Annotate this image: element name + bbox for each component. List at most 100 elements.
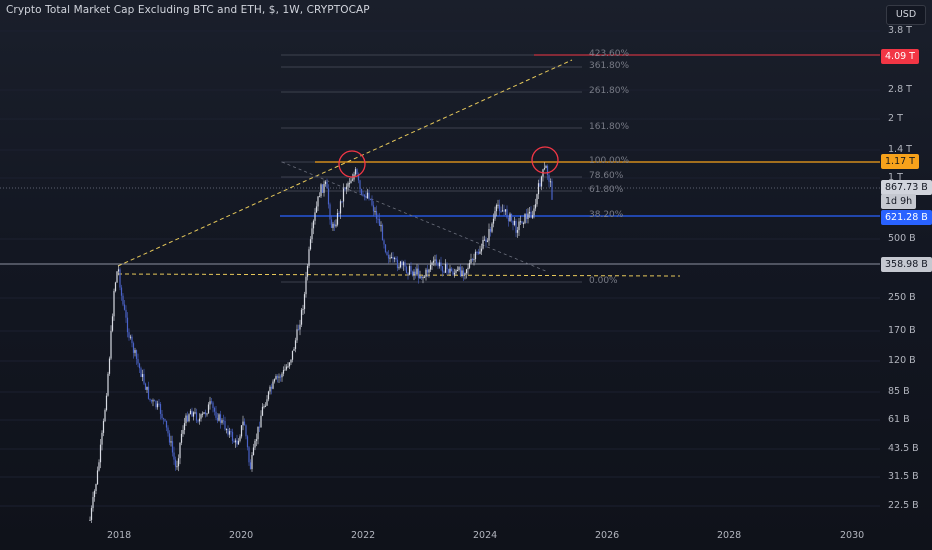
candle-body [281, 373, 283, 378]
candle-body [116, 271, 118, 283]
candle-body [534, 204, 537, 209]
candle-body [503, 210, 505, 212]
candle-body [530, 211, 532, 218]
candle-body [314, 212, 316, 221]
candle-body [243, 421, 246, 426]
candle-body [458, 267, 460, 271]
candle-body [308, 249, 310, 266]
candle-body [114, 282, 117, 292]
ath-price-badge: 1.17 T [881, 154, 919, 169]
fib-level-label: 100.00% [589, 156, 630, 166]
candle-body [422, 277, 424, 279]
candle-body [117, 269, 120, 272]
candle-body [273, 379, 276, 382]
candle-body [231, 431, 234, 441]
chart-title[interactable]: Crypto Total Market Cap Excluding BTC an… [6, 4, 370, 16]
candle-body [210, 401, 213, 403]
candle-body [317, 196, 319, 207]
candle-body [465, 269, 468, 274]
candle-body [462, 270, 465, 276]
candle-body [168, 433, 171, 443]
horizontal-levels[interactable] [0, 54, 880, 265]
candle-body [378, 218, 381, 226]
candle-body [362, 194, 364, 196]
support-trendline[interactable] [117, 273, 681, 277]
fibonacci-retracement[interactable] [281, 54, 582, 283]
candle-body [195, 412, 198, 421]
candle-body [507, 217, 510, 222]
candle-body [158, 403, 160, 405]
price-tick: 43.5 B [888, 443, 919, 454]
candle-body [330, 219, 333, 228]
candle-body [165, 420, 168, 428]
candle-body [287, 366, 289, 368]
candle-body [324, 181, 327, 184]
time-tick: 2030 [840, 530, 865, 541]
candle-body [453, 272, 456, 275]
fib-level-label: 261.80% [589, 86, 630, 96]
annotation-circles[interactable] [338, 146, 559, 178]
candle-body [512, 220, 514, 225]
candle-body [377, 218, 379, 220]
candle-body [389, 257, 391, 259]
candle-body [297, 329, 300, 331]
candle-body [326, 181, 328, 189]
fib-level-label: 161.80% [589, 122, 630, 132]
candle-body [194, 412, 196, 414]
candle-body [459, 267, 462, 276]
fib-level-label: 0.00% [589, 276, 618, 286]
top-circle-2021[interactable] [338, 150, 366, 178]
candle-body [332, 223, 334, 228]
candle-body [543, 168, 546, 170]
candle-body [392, 256, 394, 259]
top-circle-2025[interactable] [531, 146, 559, 174]
candle-body [414, 271, 417, 275]
candle-body [248, 447, 250, 463]
candle-body [203, 412, 205, 414]
candle-body [494, 211, 496, 219]
candle-body [404, 262, 406, 267]
candle-body [162, 418, 165, 420]
candle-body [222, 420, 225, 422]
candle-body [341, 201, 343, 203]
candle-body [216, 417, 219, 421]
candle-body [156, 403, 159, 408]
candle-body [407, 272, 409, 275]
candle-body [408, 266, 411, 275]
candle-body [447, 269, 450, 273]
candle-body [380, 225, 382, 227]
candle-body [461, 270, 463, 276]
currency-selector[interactable]: USD [886, 5, 926, 25]
candle-body [551, 181, 553, 200]
candle-body [260, 415, 262, 428]
candle-body [207, 404, 210, 414]
candle-body [104, 410, 106, 422]
candle-body [296, 329, 298, 341]
candle-body [348, 183, 351, 185]
candle-body [522, 223, 525, 225]
price-tick: 250 B [888, 292, 916, 303]
candle-body [206, 413, 208, 415]
candle-body [128, 332, 130, 338]
candle-body [369, 199, 372, 201]
candle-body [129, 336, 132, 338]
chart-grid [0, 30, 880, 507]
candle-body [524, 213, 526, 224]
candle-body [504, 209, 507, 212]
candle-body [360, 189, 363, 195]
candle-body [402, 262, 405, 266]
trend-lines[interactable] [117, 59, 681, 277]
candle-body [495, 205, 498, 212]
candle-body [204, 412, 207, 415]
candle-body [518, 221, 520, 231]
candle-body [419, 276, 421, 278]
candle-body [471, 259, 474, 261]
candle-body [489, 229, 492, 232]
rising-trendline[interactable] [117, 59, 573, 267]
price-tick: 2.8 T [888, 84, 912, 95]
candle-body [149, 398, 151, 400]
candle-body [267, 391, 270, 400]
candle-body [263, 406, 265, 408]
candle-body [443, 271, 445, 273]
